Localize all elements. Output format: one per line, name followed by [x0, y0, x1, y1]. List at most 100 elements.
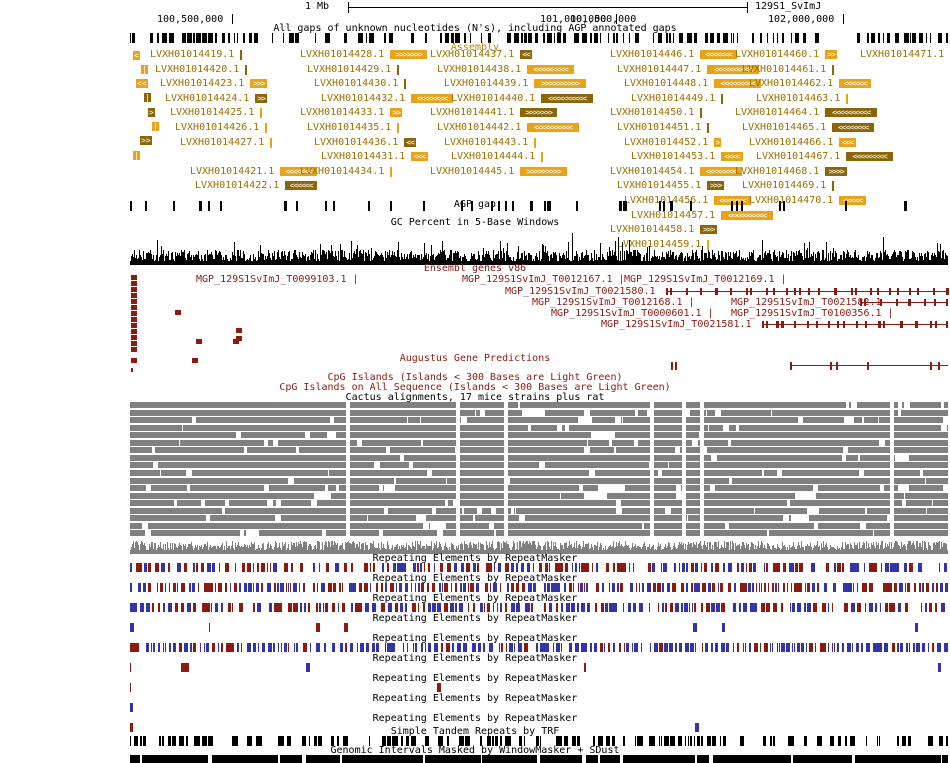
assembly-contig-label[interactable]: LVXH01014461.1: [742, 63, 827, 75]
ensembl-transcript-model[interactable]: [762, 321, 948, 328]
agp-gap-track[interactable]: [130, 200, 948, 212]
assembly-contig-block[interactable]: [832, 64, 835, 75]
assembly-contig-block[interactable]: <<<<<<<<<<: [541, 93, 594, 103]
assembly-contig-label[interactable]: LVXH01014432.1: [321, 92, 406, 104]
assembly-contig-label[interactable]: LVXH01014439.1: [444, 78, 529, 90]
assembly-contig-label[interactable]: LVXH01014453.1: [631, 151, 716, 163]
ensembl-small-feature[interactable]: [131, 299, 137, 304]
assembly-contig-label[interactable]: LVXH01014467.1: [756, 151, 841, 163]
assembly-contig-label[interactable]: LVXH01014419.1: [150, 49, 235, 60]
assembly-contig-label[interactable]: LVXH01014468.1: [735, 165, 820, 177]
ensembl-gene-label[interactable]: MGP_129S1SvImJ_T0100356.1 |: [731, 308, 894, 319]
ensembl-small-feature[interactable]: [131, 335, 137, 340]
assembly-contig-label[interactable]: LVXH01014424.1: [165, 92, 250, 104]
assembly-contig-block[interactable]: <<<: [839, 137, 857, 147]
assembly-contig-block[interactable]: [397, 123, 400, 133]
augustus-track[interactable]: [130, 362, 948, 372]
assembly-contig-block[interactable]: <<<<<<<: [700, 50, 738, 59]
assembly-contig-label[interactable]: LVXH01014444.1: [451, 151, 536, 163]
windowmasker-track[interactable]: [130, 755, 948, 763]
ensembl-small-feature[interactable]: [192, 358, 198, 363]
ensembl-transcript-model[interactable]: [666, 288, 949, 295]
ensembl-small-feature[interactable]: [131, 317, 137, 322]
assembly-contig-block[interactable]: >>: [390, 108, 403, 118]
assembly-contig-block[interactable]: <<<<<<<<<<: [825, 108, 878, 118]
assembly-contig-label[interactable]: LVXH01014440.1: [451, 92, 536, 104]
ensembl-gene-label[interactable]: MGP_129S1SvImJ_T0021580.1: [505, 286, 656, 297]
assembly-contig-block[interactable]: <<<<<<<<: [832, 123, 875, 132]
ensembl-small-feature[interactable]: [131, 329, 137, 334]
assembly-contig-label[interactable]: LVXH01014449.1: [631, 92, 716, 104]
assembly-contig-block[interactable]: <<<<<<<<: [700, 166, 743, 176]
rmsk-track-3[interactable]: [130, 603, 948, 612]
ensembl-small-feature[interactable]: [131, 341, 137, 346]
assembly-contig-label[interactable]: LVXH01014446.1: [610, 49, 695, 60]
ensembl-small-feature[interactable]: [131, 358, 137, 363]
ensembl-small-feature[interactable]: [131, 323, 137, 328]
assembly-contig-block[interactable]: [390, 166, 393, 177]
rmsk-track-7[interactable]: [130, 683, 948, 692]
assembly-contig-block[interactable]: [541, 152, 544, 163]
assembly-contig-block[interactable]: <<<<<<<<<<: [721, 210, 774, 220]
assembly-contig-label[interactable]: LVXH01014464.1: [735, 107, 820, 119]
assembly-contig-block[interactable]: >>>>>>>: [520, 108, 558, 118]
assembly-contig-label[interactable]: LVXH01014427.1: [180, 136, 265, 148]
ensembl-genes-track[interactable]: MGP_129S1SvImJ_T0099103.1 | MGP_129S1SvIm…: [0, 272, 950, 363]
rmsk-track-1[interactable]: [130, 563, 948, 572]
rmsk-track-6[interactable]: [130, 663, 948, 672]
assembly-contig-block[interactable]: [240, 50, 243, 60]
ensembl-gene-label[interactable]: MGP_129S1SvImJ_T0012169.1 |: [624, 274, 787, 285]
assembly-contig-block[interactable]: >>: [825, 50, 838, 59]
assembly-contig-block[interactable]: >>>>>>>: [390, 50, 428, 59]
assembly-contig-label[interactable]: LVXH01014443.1: [444, 136, 529, 148]
assembly-contig-label[interactable]: LVXH01014438.1: [437, 63, 522, 75]
ensembl-small-feature[interactable]: [236, 328, 242, 333]
assembly-contig-label[interactable]: LVXH01014466.1: [749, 136, 834, 148]
rmsk-track-8[interactable]: [130, 703, 948, 712]
ensembl-small-feature[interactable]: [131, 275, 137, 280]
assembly-contig-label[interactable]: LVXH01014460.1: [735, 49, 820, 60]
ensembl-gene-label[interactable]: MGP_129S1SvImJ_T0012167.1 |: [462, 274, 625, 285]
assembly-contig-block[interactable]: <<<: [411, 152, 429, 162]
assembly-contig-block[interactable]: <<<<<<<<<<: [527, 123, 580, 132]
assembly-contig-block[interactable]: >>>>>>>>>>: [534, 79, 587, 89]
assembly-contig-block[interactable]: <<<<<<<<<: [714, 79, 762, 89]
assembly-contig-block[interactable]: [245, 64, 248, 75]
assembly-contig-label[interactable]: LVXH01014422.1: [195, 180, 280, 192]
assembly-contig-label[interactable]: LVXH01014445.1: [430, 165, 515, 177]
assembly-contig-label[interactable]: LVXH01014423.1: [160, 78, 245, 90]
assembly-contig-block[interactable]: <<<<<<<<<: [527, 64, 575, 74]
rmsk-track-2[interactable]: [130, 583, 948, 592]
assembly-contig-block[interactable]: [397, 64, 400, 75]
ensembl-small-feature[interactable]: [175, 310, 181, 315]
assembly-contig-label[interactable]: LVXH01014431.1: [321, 151, 406, 163]
assembly-contig-block[interactable]: [265, 123, 268, 133]
assembly-contig-label[interactable]: LVXH01014421.1: [190, 165, 275, 177]
assembly-contig-label[interactable]: LVXH01014471.1: [860, 49, 945, 60]
ensembl-small-feature[interactable]: [196, 339, 202, 344]
assembly-contig-label[interactable]: LVXH01014469.1: [742, 180, 827, 192]
assembly-contig-block[interactable]: <<<<<<<: [280, 166, 318, 176]
ensembl-small-feature[interactable]: [236, 336, 242, 341]
cactus-alignments-track[interactable]: [130, 402, 948, 554]
assembly-contig-block[interactable]: >>>: [700, 225, 718, 235]
ruler-area[interactable]: 1 Mb 129S1_SvImJ 100,500,000 101,000,000…: [0, 0, 950, 36]
ensembl-small-feature[interactable]: [131, 347, 137, 352]
assembly-contig-block[interactable]: <<<<: [721, 152, 744, 162]
assembly-contig-block[interactable]: [534, 137, 537, 148]
assembly-contig-block[interactable]: >>>: [250, 79, 268, 89]
ensembl-small-feature[interactable]: [233, 339, 239, 344]
ensembl-small-feature[interactable]: [131, 287, 137, 292]
assembly-contig-label[interactable]: LVXH01014462.1: [749, 78, 834, 90]
rmsk-track-9[interactable]: [130, 723, 948, 732]
assembly-contig-label[interactable]: LVXH01014434.1: [300, 165, 385, 177]
assembly-contig-block[interactable]: <<<<<<<<<: [846, 152, 894, 162]
assembly-contig-label[interactable]: LVXH01014455.1: [617, 180, 702, 192]
ensembl-small-feature[interactable]: [131, 305, 137, 310]
ensembl-small-feature[interactable]: [131, 281, 137, 286]
assembly-contig-label[interactable]: LVXH01014426.1: [175, 122, 260, 133]
assembly-contig-label[interactable]: LVXH01014458.1: [610, 225, 694, 235]
assembly-contig-block[interactable]: <<<<<<<<<<: [707, 64, 760, 74]
assembly-contig-label[interactable]: LVXH01014451.1: [617, 122, 702, 133]
